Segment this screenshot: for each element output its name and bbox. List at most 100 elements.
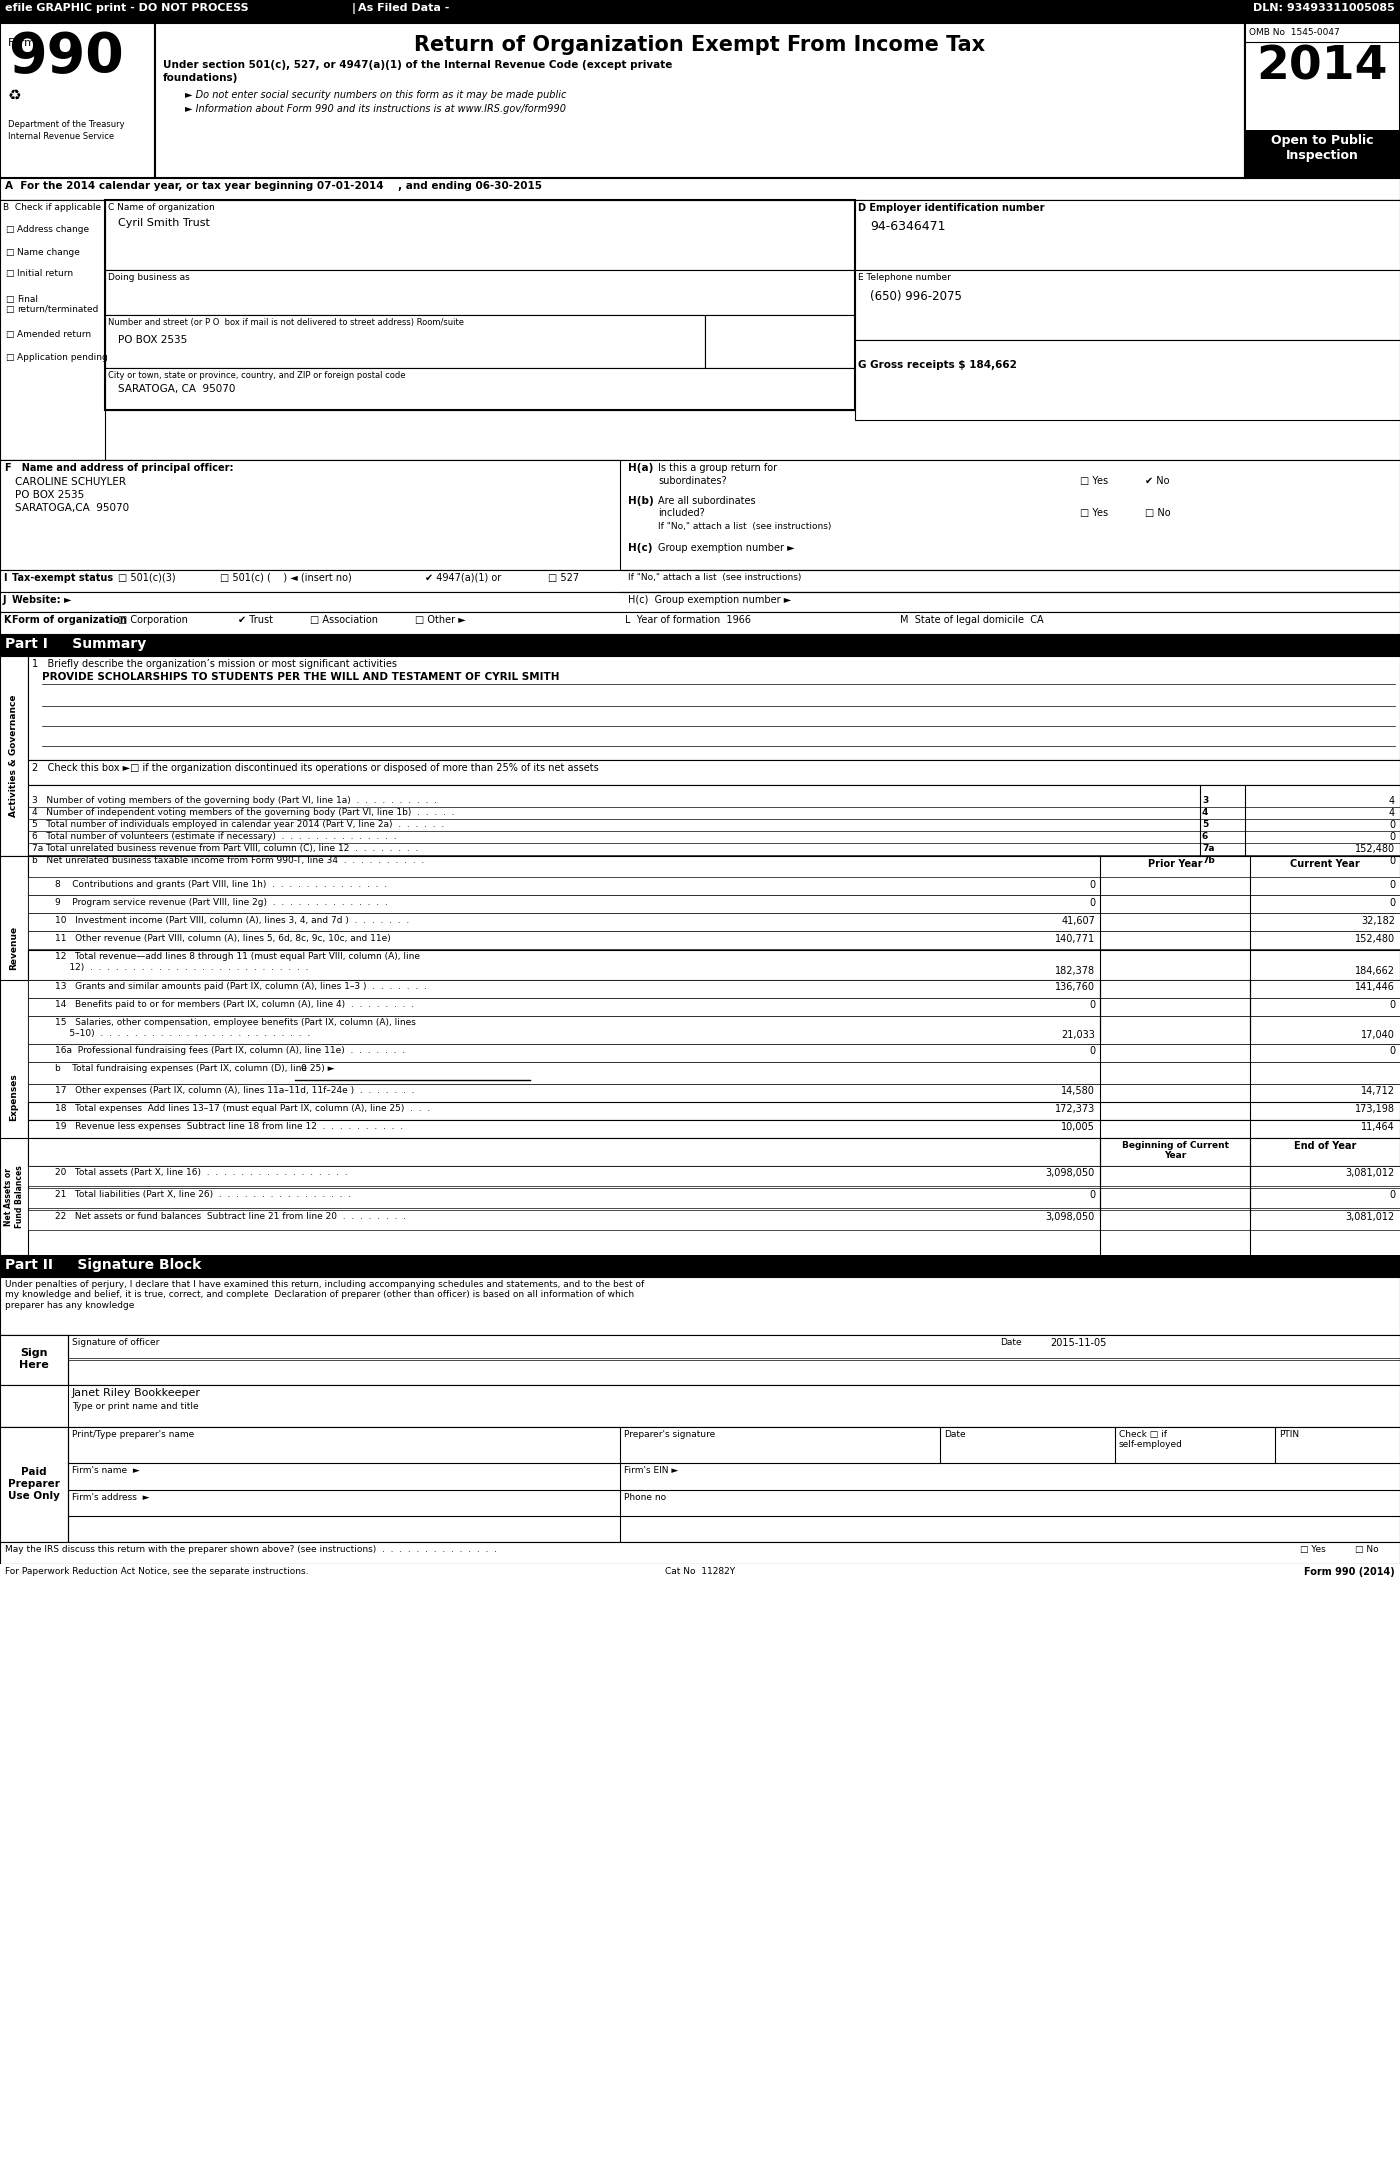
Text: Amended return: Amended return: [17, 330, 91, 339]
Text: □: □: [6, 330, 14, 339]
Text: DLN: 93493311005085: DLN: 93493311005085: [1253, 2, 1394, 13]
Text: □ Other ►: □ Other ►: [414, 614, 466, 625]
Text: Prior Year: Prior Year: [1148, 860, 1203, 868]
Text: 14,580: 14,580: [1061, 1086, 1095, 1096]
Text: Revenue: Revenue: [10, 927, 18, 970]
Text: PTIN: PTIN: [1280, 1431, 1299, 1439]
Text: included?: included?: [658, 508, 704, 519]
Text: Cyril Smith Trust: Cyril Smith Trust: [118, 217, 210, 228]
Text: return/terminated: return/terminated: [17, 304, 98, 315]
Text: 0: 0: [1389, 879, 1394, 890]
Text: 17   Other expenses (Part IX, column (A), lines 11a–11d, 11f–24e )  .  .  .  .  : 17 Other expenses (Part IX, column (A), …: [55, 1086, 414, 1094]
Text: Sign
Here: Sign Here: [20, 1348, 49, 1370]
Bar: [155, 24, 1245, 178]
Text: 18   Total expenses  Add lines 13–17 (must equal Part IX, column (A), line 25)  : 18 Total expenses Add lines 13–17 (must …: [55, 1105, 430, 1114]
Text: 22   Net assets or fund balances  Subtract line 21 from line 20  .  .  .  .  .  : 22 Net assets or fund balances Subtract …: [55, 1211, 406, 1220]
Text: □ No: □ No: [1355, 1546, 1379, 1554]
Text: 3,098,050: 3,098,050: [1046, 1211, 1095, 1222]
Text: 16a  Professional fundraising fees (Part IX, column (A), line 11e)  .  .  .  .  : 16a Professional fundraising fees (Part …: [55, 1046, 405, 1055]
Text: (650) 996-2075: (650) 996-2075: [869, 291, 962, 304]
Bar: [0, 24, 155, 178]
Text: May the IRS discuss this return with the preparer shown above? (see instructions: May the IRS discuss this return with the…: [6, 1546, 497, 1554]
Text: 5   Total number of individuals employed in calendar year 2014 (Part V, line 2a): 5 Total number of individuals employed i…: [32, 821, 444, 829]
Text: b   Net unrelated business taxable income from Form 990-T, line 34  .  .  .  .  : b Net unrelated business taxable income …: [32, 855, 424, 864]
Text: 11   Other revenue (Part VIII, column (A), lines 5, 6d, 8c, 9c, 10c, and 11e): 11 Other revenue (Part VIII, column (A),…: [55, 934, 391, 942]
Text: Signature of officer: Signature of officer: [71, 1337, 160, 1346]
Text: Are all subordinates: Are all subordinates: [658, 495, 756, 506]
Text: □ Yes: □ Yes: [1301, 1546, 1326, 1554]
Text: L  Year of formation  1966: L Year of formation 1966: [624, 614, 750, 625]
Text: 152,480: 152,480: [1355, 934, 1394, 944]
Text: 141,446: 141,446: [1355, 981, 1394, 992]
Text: □: □: [6, 247, 14, 256]
Text: City or town, state or province, country, and ZIP or foreign postal code: City or town, state or province, country…: [108, 371, 406, 380]
Bar: [0, 200, 105, 460]
Text: 32,182: 32,182: [1361, 916, 1394, 927]
Text: 3   Number of voting members of the governing body (Part VI, line 1a)  .  .  .  : 3 Number of voting members of the govern…: [32, 797, 437, 805]
Text: 17,040: 17,040: [1361, 1029, 1394, 1040]
Bar: [706, 315, 855, 369]
Bar: [28, 1044, 1400, 1062]
Bar: [0, 1335, 69, 1385]
Text: 3: 3: [1203, 797, 1208, 805]
Text: D Employer identification number: D Employer identification number: [858, 204, 1044, 213]
Bar: [0, 612, 1400, 634]
Text: ♻: ♻: [8, 89, 21, 102]
Text: 0: 0: [1389, 899, 1394, 907]
Text: 0: 0: [1089, 879, 1095, 890]
Text: ✔ No: ✔ No: [1145, 475, 1169, 486]
Text: Is this a group return for: Is this a group return for: [658, 462, 777, 473]
Text: J: J: [3, 595, 7, 606]
Text: 182,378: 182,378: [1054, 966, 1095, 977]
Bar: [0, 1335, 1400, 1385]
Text: Tax-exempt status: Tax-exempt status: [13, 573, 113, 584]
Text: M  State of legal domicile  CA: M State of legal domicile CA: [900, 614, 1043, 625]
Text: H(c): H(c): [629, 543, 652, 554]
Text: SARATOGA,CA  95070: SARATOGA,CA 95070: [15, 504, 129, 512]
Text: 990: 990: [8, 30, 123, 85]
Text: 12   Total revenue—add lines 8 through 11 (must equal Part VIII, column (A), lin: 12 Total revenue—add lines 8 through 11 …: [55, 953, 420, 962]
Bar: [105, 315, 706, 369]
Text: Group exemption number ►: Group exemption number ►: [658, 543, 795, 554]
Text: H(a): H(a): [629, 462, 654, 473]
Text: E Telephone number: E Telephone number: [858, 274, 951, 282]
Bar: [28, 999, 1400, 1016]
Text: 9    Program service revenue (Part VIII, line 2g)  .  .  .  .  .  .  .  .  .  . : 9 Program service revenue (Part VIII, li…: [55, 899, 388, 907]
Text: SARATOGA, CA  95070: SARATOGA, CA 95070: [118, 384, 235, 393]
Text: Form 990 (2014): Form 990 (2014): [1305, 1567, 1394, 1576]
Bar: [0, 634, 1400, 656]
Bar: [855, 269, 1400, 341]
Bar: [855, 341, 1400, 419]
Bar: [28, 1138, 1400, 1166]
Text: 4: 4: [1389, 808, 1394, 818]
Text: Date: Date: [1000, 1337, 1022, 1346]
Bar: [28, 786, 1400, 855]
Text: 2   Check this box ►□ if the organization discontinued its operations or dispose: 2 Check this box ►□ if the organization …: [32, 762, 599, 773]
Text: 10,005: 10,005: [1061, 1122, 1095, 1131]
Bar: [0, 200, 1400, 460]
Text: ✔ 4947(a)(1) or: ✔ 4947(a)(1) or: [426, 573, 501, 584]
Bar: [28, 1120, 1400, 1138]
Text: 13   Grants and similar amounts paid (Part IX, column (A), lines 1–3 )  .  .  . : 13 Grants and similar amounts paid (Part…: [55, 981, 427, 990]
Text: Website: ►: Website: ►: [13, 595, 71, 606]
Text: Initial return: Initial return: [17, 269, 73, 278]
Text: 0: 0: [1089, 1001, 1095, 1010]
Text: □: □: [6, 354, 14, 363]
Bar: [0, 1426, 1400, 1541]
Bar: [0, 1255, 1400, 1277]
Text: 6: 6: [1203, 831, 1208, 840]
Text: 4: 4: [1389, 797, 1394, 805]
Text: As Filed Data -: As Filed Data -: [358, 2, 449, 13]
Text: □: □: [6, 295, 14, 304]
Text: PO BOX 2535: PO BOX 2535: [118, 334, 188, 345]
Bar: [0, 593, 1400, 612]
Text: 6   Total number of volunteers (estimate if necessary)  .  .  .  .  .  .  .  .  : 6 Total number of volunteers (estimate i…: [32, 831, 396, 840]
Bar: [0, 24, 1400, 178]
Bar: [28, 931, 1400, 949]
Text: 11,464: 11,464: [1361, 1122, 1394, 1131]
Bar: [0, 460, 1400, 571]
Text: 0: 0: [1089, 1190, 1095, 1201]
Text: Address change: Address change: [17, 226, 90, 234]
Bar: [105, 369, 855, 410]
Text: 8    Contributions and grants (Part VIII, line 1h)  .  .  .  .  .  .  .  .  .  .: 8 Contributions and grants (Part VIII, l…: [55, 879, 388, 888]
